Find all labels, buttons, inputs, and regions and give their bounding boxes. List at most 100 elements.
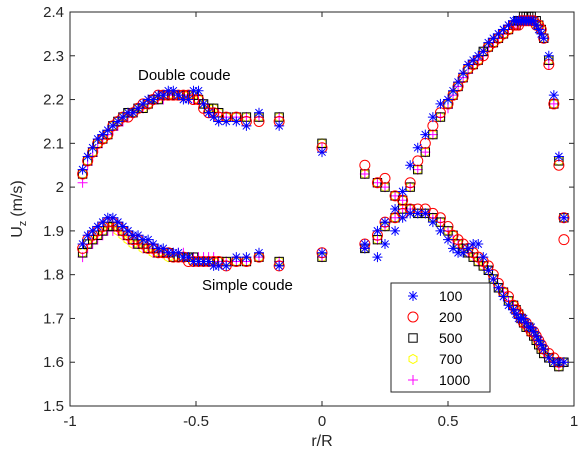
data-point <box>538 33 549 44</box>
y-axis-title-unit: (m/s) <box>9 180 26 216</box>
data-point <box>442 221 454 233</box>
data-point <box>558 212 569 223</box>
legend-label-200: 200 <box>439 309 463 325</box>
series-100 <box>77 15 569 368</box>
data-point <box>390 225 401 236</box>
axis-labels: r/R Uz (m/s) <box>9 180 333 450</box>
data-point <box>380 239 390 250</box>
data-point <box>208 112 219 123</box>
data-point <box>543 50 554 61</box>
data-point <box>538 344 549 355</box>
data-point <box>558 234 570 246</box>
legend-label-100: 100 <box>439 288 463 304</box>
data-point <box>317 247 327 258</box>
data-point <box>404 177 416 189</box>
data-point <box>448 85 459 96</box>
data-point <box>92 133 103 144</box>
data-point <box>254 107 264 118</box>
data-point <box>379 172 391 184</box>
x-tick-label: 0 <box>318 413 326 430</box>
data-point <box>198 256 209 267</box>
x-axis-title: r/R <box>311 433 332 450</box>
data-point <box>397 212 408 223</box>
data-point <box>397 186 408 197</box>
data-point <box>168 247 179 258</box>
data-point <box>372 234 383 245</box>
data-point <box>448 243 459 254</box>
data-point <box>138 234 149 245</box>
data-point <box>473 50 484 61</box>
data-point <box>133 230 144 241</box>
data-point <box>77 239 88 250</box>
data-point <box>405 182 416 193</box>
legend-marker-200 <box>407 311 419 323</box>
data-point <box>193 256 204 267</box>
data-point <box>153 90 164 101</box>
y-tick-label: 1.7 <box>43 310 64 327</box>
data-point <box>435 98 446 109</box>
data-point <box>317 147 327 158</box>
data-point <box>458 68 469 79</box>
data-point <box>435 225 446 236</box>
axis-ticks: -1 -0.5 0 0.5 1 1.5 1.6 1.7 1.8 1.9 2 2.1 2.2 2.3 2.4 <box>43 4 578 430</box>
data-point <box>508 304 519 315</box>
y-tick-label: 2.1 <box>43 135 64 152</box>
data-point <box>453 77 464 88</box>
data-point <box>173 90 184 101</box>
data-point <box>183 252 194 263</box>
data-point <box>493 282 504 293</box>
data-point <box>372 252 383 263</box>
data-point <box>241 112 252 123</box>
x-tick-label: 1 <box>570 413 578 430</box>
data-point <box>453 247 464 258</box>
data-point <box>531 20 542 31</box>
data-point <box>153 243 164 254</box>
legend-label-700: 700 <box>439 351 463 367</box>
data-point <box>493 28 504 39</box>
data-point <box>92 221 103 232</box>
data-point <box>213 260 224 271</box>
data-point <box>528 326 539 337</box>
data-point <box>536 339 547 350</box>
data-point <box>102 125 113 136</box>
data-point <box>77 164 88 175</box>
data-point <box>498 24 509 35</box>
data-point <box>107 212 118 223</box>
data-point <box>528 15 539 26</box>
data-point <box>138 98 149 109</box>
data-point <box>478 252 489 263</box>
data-point <box>128 107 138 118</box>
data-point <box>548 90 559 101</box>
data-point <box>468 239 479 250</box>
data-point <box>82 151 93 162</box>
data-point <box>412 155 424 167</box>
data-point <box>521 317 532 328</box>
data-point <box>553 357 564 368</box>
legend: 100 200 500 700 1000 <box>390 282 491 393</box>
data-point <box>143 234 154 245</box>
legend-box <box>390 282 491 393</box>
data-point <box>463 59 474 70</box>
data-markers <box>77 11 570 372</box>
data-point <box>372 225 383 236</box>
legend-marker-500 <box>408 333 418 343</box>
data-point <box>359 239 370 250</box>
x-tick-label: -1 <box>63 413 76 430</box>
data-point <box>274 260 285 271</box>
data-point <box>102 212 113 223</box>
data-point <box>543 352 554 363</box>
data-point <box>148 239 159 250</box>
data-point <box>254 247 264 258</box>
data-point <box>178 252 189 263</box>
data-point <box>112 116 123 127</box>
data-point <box>193 85 204 96</box>
y-axis-title: Uz (m/s) <box>9 180 29 238</box>
data-point <box>97 129 108 140</box>
data-point <box>380 217 390 228</box>
data-point <box>463 243 474 254</box>
data-point <box>122 225 133 236</box>
data-point <box>163 85 174 96</box>
data-point <box>468 55 479 66</box>
data-point <box>87 225 98 236</box>
